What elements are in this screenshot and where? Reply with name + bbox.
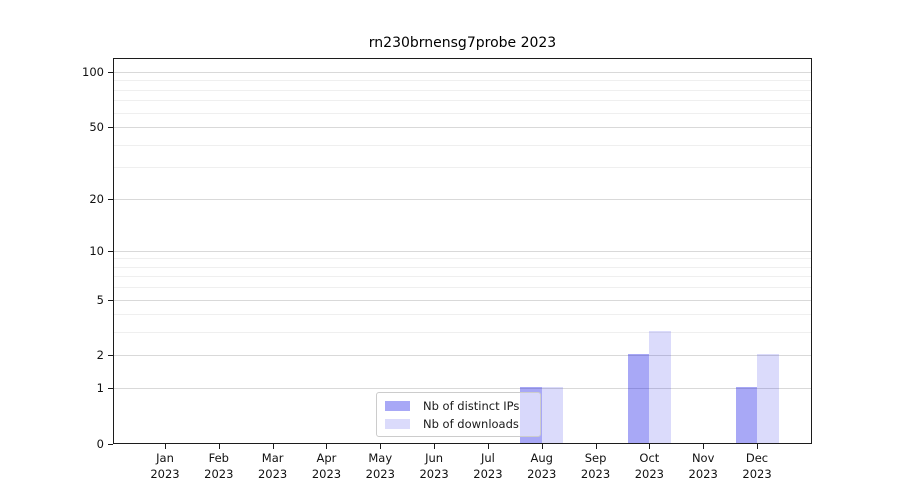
y-tick-label: 2 [96,348,104,363]
x-tick-mark [272,444,274,449]
minor-gridline [114,144,811,146]
x-tick-label: Nov 2023 [688,451,718,481]
x-tick-label: Dec 2023 [742,451,772,481]
y-tick-label: 50 [89,119,104,134]
y-tick-mark [108,198,113,200]
y-tick-mark [108,126,113,128]
y-tick-label: 1 [96,381,104,396]
y-tick-label: 100 [82,64,104,79]
minor-gridline [114,258,811,260]
legend-row: Nb of downloads [385,416,532,431]
minor-gridline [114,100,811,102]
x-tick-label: Oct 2023 [634,451,665,481]
x-tick-label: May 2023 [365,451,395,481]
minor-gridline [114,332,811,334]
x-tick-mark [703,444,705,449]
x-tick-mark [487,444,489,449]
x-tick-mark [165,444,166,449]
bar-distinct-ips [735,387,758,443]
x-tick-label: Apr 2023 [311,451,342,481]
minor-gridline [114,276,811,278]
y-tick-label: 5 [96,292,104,307]
x-tick-mark [326,444,328,449]
major-gridline [114,198,811,200]
minor-gridline [114,167,811,169]
legend-label-distinct-ips: Nb of distinct IPs [423,398,520,413]
minor-gridline [114,112,811,114]
y-tick-mark [108,71,113,73]
x-tick-mark [595,444,597,449]
plot-area [113,58,812,444]
bar-downloads [649,331,671,443]
minor-gridline [114,266,811,268]
y-tick-mark [108,299,113,301]
bar-downloads [541,387,564,443]
minor-gridline [114,89,811,91]
y-tick-mark [108,355,113,357]
y-tick-label: 0 [96,437,104,451]
y-tick-mark [108,444,113,445]
legend-label-downloads: Nb of downloads [423,416,519,431]
x-tick-mark [218,444,220,449]
x-tick-mark [541,444,543,449]
major-gridline [114,355,811,357]
legend-row: Nb of distinct IPs [385,398,532,413]
bar-downloads [757,354,779,443]
bar-distinct-ips [627,354,650,443]
y-tick-label: 10 [89,243,104,258]
x-tick-label: Aug 2023 [527,451,557,481]
y-tick-label: 20 [89,191,104,206]
x-tick-mark [649,444,651,449]
x-tick-mark [757,444,759,449]
major-gridline [114,250,811,252]
minor-gridline [114,80,811,82]
x-tick-label: Jul 2023 [473,451,503,481]
x-tick-mark [380,444,382,449]
legend-swatch-distinct-ips [385,400,410,411]
major-gridline [114,299,811,301]
x-tick-label: Mar 2023 [257,451,288,481]
y-tick-mark [108,388,113,390]
x-tick-label: Jun 2023 [419,451,449,481]
x-tick-label: Jan 2023 [150,451,180,481]
minor-gridline [114,287,811,289]
x-tick-mark [434,444,436,449]
major-gridline [114,388,811,390]
legend-swatch-downloads [385,418,410,429]
chart-title: rn230brnensg7probe 2023 [368,35,557,51]
x-tick-label: Feb 2023 [204,451,234,481]
minor-gridline [114,314,811,316]
major-gridline [114,71,811,73]
y-tick-mark [108,250,113,252]
major-gridline [114,126,811,128]
x-tick-label: Sep 2023 [580,451,611,481]
legend: Nb of distinct IPs Nb of downloads [376,392,541,437]
